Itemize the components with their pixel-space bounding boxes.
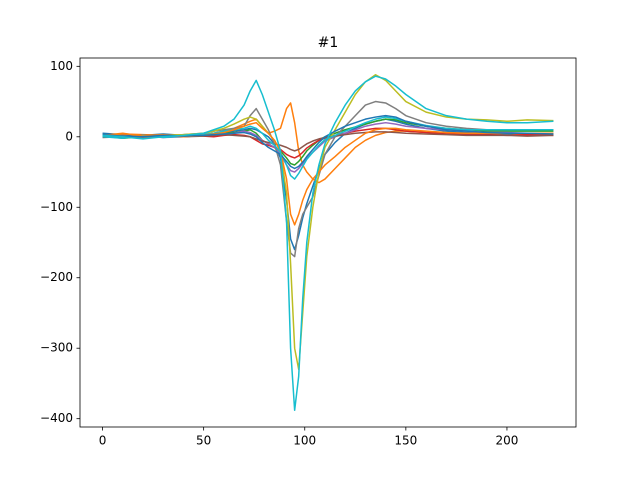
x-tick-label: 150 <box>394 434 417 448</box>
y-tick-label: −200 <box>40 270 73 284</box>
data-line <box>102 75 554 411</box>
data-line <box>102 114 554 170</box>
data-line <box>102 127 554 159</box>
y-tick-label: −300 <box>40 341 73 355</box>
plot-frame <box>79 57 577 428</box>
y-tick-label: 0 <box>65 129 73 143</box>
y-tick-label: 100 <box>50 59 73 73</box>
data-line <box>102 121 554 226</box>
x-tick-label: 100 <box>293 434 316 448</box>
data-line <box>102 74 554 371</box>
x-tick-label: 0 <box>99 434 107 448</box>
data-line <box>102 100 554 258</box>
x-tick-label: 200 <box>495 434 518 448</box>
x-tick-label: 50 <box>196 434 211 448</box>
chart-title: #1 <box>318 35 339 51</box>
y-tick-label: −100 <box>40 200 73 214</box>
y-tick-label: −400 <box>40 411 73 425</box>
